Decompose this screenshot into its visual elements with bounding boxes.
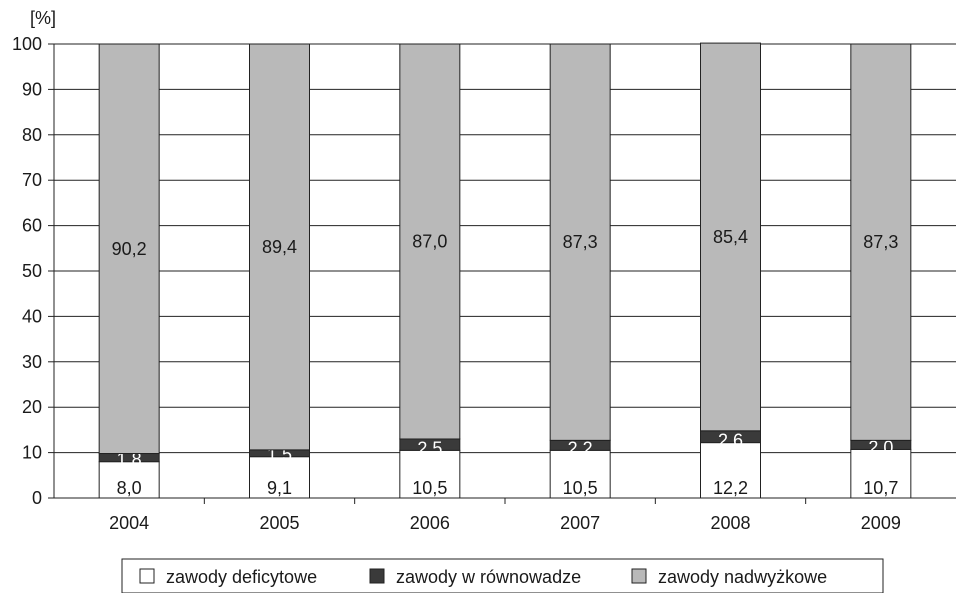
y-axis-label: [%] <box>30 8 56 28</box>
y-tick-label: 60 <box>22 216 42 236</box>
legend-swatch <box>139 568 155 584</box>
legend-label: zawody nadwyżkowe <box>658 567 827 587</box>
data-label: 2,0 <box>868 437 893 457</box>
legend-swatch <box>631 568 647 584</box>
y-axis-ticks: 0 10 20 30 40 50 60 70 80 90 100 <box>12 34 55 508</box>
y-tick-label: 90 <box>22 79 42 99</box>
bar-segment <box>549 449 611 499</box>
data-label: 87,3 <box>863 232 898 252</box>
bar-segment <box>700 442 761 499</box>
grid-lines <box>54 43 956 499</box>
bar-segment <box>98 43 160 455</box>
x-tick-label: 2008 <box>710 513 750 533</box>
y-tick-label: 30 <box>22 352 42 372</box>
data-label: 12,2 <box>713 478 748 498</box>
x-tick-label: 2009 <box>861 513 901 533</box>
data-label: 85,4 <box>713 227 748 247</box>
legend-label: zawody w równowadze <box>396 567 581 587</box>
data-label: 89,4 <box>262 237 297 257</box>
x-tick-label: 2007 <box>560 513 600 533</box>
y-tick-label: 10 <box>22 443 42 463</box>
data-label: 10,7 <box>863 478 898 498</box>
y-tick-label: 50 <box>22 261 42 281</box>
y-tick-label: 0 <box>32 488 42 508</box>
data-label: 90,2 <box>112 239 147 259</box>
y-tick-label: 40 <box>22 306 42 326</box>
data-label: 9,1 <box>267 478 292 498</box>
bar-segment <box>700 42 761 432</box>
bars: 8,01,890,29,11,589,410,52,587,010,52,287… <box>98 42 912 499</box>
data-label: 10,5 <box>412 478 447 498</box>
data-label: 1,8 <box>117 450 142 470</box>
y-tick-label: 100 <box>12 34 42 54</box>
legend-label: zawody deficytowe <box>166 567 317 587</box>
bar-segment <box>249 456 310 499</box>
legend-swatch <box>369 568 385 584</box>
data-label: 10,5 <box>563 478 598 498</box>
bar-segment <box>249 43 310 451</box>
bar-segment <box>850 43 912 441</box>
data-label: 2,5 <box>417 438 442 458</box>
x-tick-label: 2006 <box>410 513 450 533</box>
data-label: 2,6 <box>718 431 743 451</box>
y-tick-label: 20 <box>22 397 42 417</box>
bar-segment <box>98 461 160 499</box>
data-label: 87,0 <box>412 231 447 251</box>
data-label: 2,2 <box>568 438 593 458</box>
bar-segment <box>399 43 461 440</box>
legend-box <box>121 558 884 593</box>
bar-segment <box>850 448 912 499</box>
y-tick-label: 80 <box>22 125 42 145</box>
data-label: 8,0 <box>117 478 142 498</box>
y-tick-label: 70 <box>22 170 42 190</box>
x-axis: 2004 2005 2006 2007 2008 2009 <box>54 497 956 533</box>
data-label: 87,3 <box>563 232 598 252</box>
legend: zawody deficytowe zawody w równowadze zawo… <box>121 558 884 593</box>
bar-segment <box>549 43 611 441</box>
x-tick-label: 2005 <box>259 513 299 533</box>
x-tick-label: 2004 <box>109 513 149 533</box>
